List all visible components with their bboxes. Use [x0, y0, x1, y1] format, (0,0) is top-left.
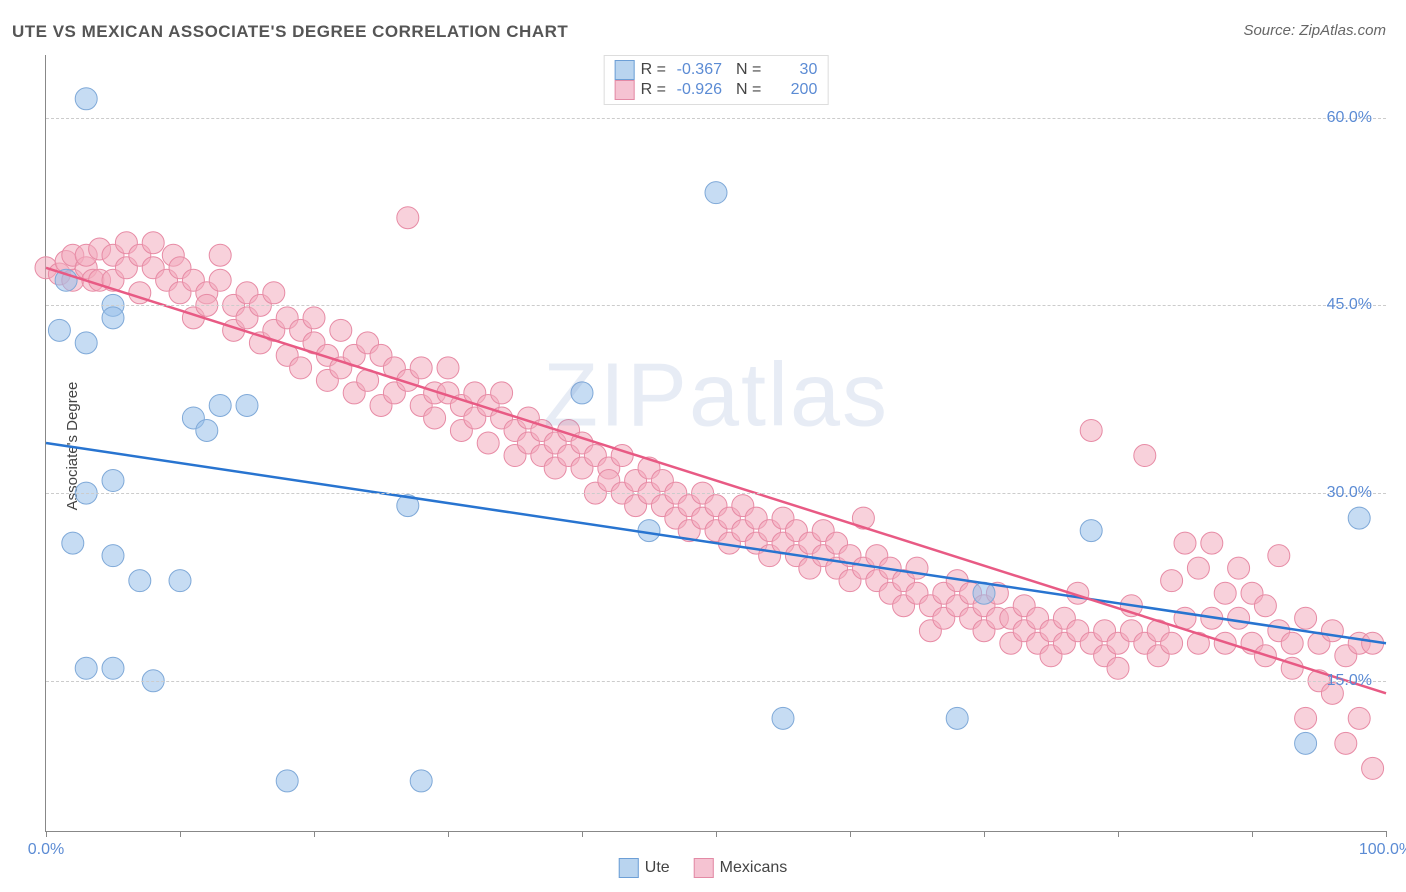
source-label: Source: ZipAtlas.com	[1243, 22, 1386, 39]
data-point	[772, 707, 794, 729]
data-point	[638, 520, 660, 542]
gridline	[46, 681, 1386, 682]
data-point	[1214, 582, 1236, 604]
data-point	[1187, 557, 1209, 579]
data-point	[1348, 507, 1370, 529]
data-point	[209, 394, 231, 416]
x-tick-label: 0.0%	[28, 841, 64, 859]
legend-row-ute: R = -0.367 N = 30	[615, 60, 818, 80]
x-tick-label: 100.0%	[1359, 841, 1406, 859]
data-point	[75, 88, 97, 110]
data-point	[1295, 732, 1317, 754]
legend-swatch-ute	[615, 60, 635, 80]
data-point	[290, 357, 312, 379]
x-tick	[180, 831, 181, 837]
y-tick-label: 15.0%	[1327, 672, 1372, 690]
x-tick	[582, 831, 583, 837]
data-point	[906, 557, 928, 579]
data-point	[236, 394, 258, 416]
data-point	[1228, 557, 1250, 579]
x-tick	[448, 831, 449, 837]
legend-row-mexicans: R = -0.926 N = 200	[615, 80, 818, 100]
data-point	[1080, 520, 1102, 542]
r-value-mexicans: -0.926	[672, 81, 722, 99]
data-point	[1161, 632, 1183, 654]
data-point	[102, 307, 124, 329]
series-legend: Ute Mexicans	[619, 858, 787, 878]
data-point	[1321, 620, 1343, 642]
legend-swatch-icon	[619, 858, 639, 878]
data-point	[303, 307, 325, 329]
x-tick	[984, 831, 985, 837]
legend-item-mexicans: Mexicans	[694, 858, 788, 878]
gridline	[46, 493, 1386, 494]
x-tick	[314, 831, 315, 837]
y-tick-label: 45.0%	[1327, 296, 1372, 314]
data-point	[1295, 707, 1317, 729]
data-point	[410, 770, 432, 792]
x-tick	[716, 831, 717, 837]
data-point	[169, 570, 191, 592]
legend-item-ute: Ute	[619, 858, 670, 878]
chart-area: R = -0.367 N = 30 R = -0.926 N = 200 ZIP…	[45, 55, 1386, 832]
x-tick	[850, 831, 851, 837]
data-point	[1201, 532, 1223, 554]
data-point	[410, 357, 432, 379]
x-tick	[1386, 831, 1387, 837]
data-point	[102, 545, 124, 567]
data-point	[1080, 419, 1102, 441]
gridline	[46, 305, 1386, 306]
data-point	[62, 532, 84, 554]
data-point	[491, 382, 513, 404]
x-tick	[1118, 831, 1119, 837]
data-point	[75, 332, 97, 354]
r-value-ute: -0.367	[672, 61, 722, 79]
data-point	[1348, 707, 1370, 729]
data-point	[209, 244, 231, 266]
data-point	[102, 657, 124, 679]
data-point	[209, 269, 231, 291]
data-point	[424, 407, 446, 429]
scatter-plot	[46, 55, 1386, 831]
data-point	[48, 319, 70, 341]
correlation-legend: R = -0.367 N = 30 R = -0.926 N = 200	[604, 55, 829, 105]
data-point	[1134, 445, 1156, 467]
data-point	[1174, 532, 1196, 554]
data-point	[1335, 732, 1357, 754]
data-point	[276, 770, 298, 792]
data-point	[1228, 607, 1250, 629]
data-point	[263, 282, 285, 304]
y-tick-label: 30.0%	[1327, 484, 1372, 502]
data-point	[196, 419, 218, 441]
data-point	[1362, 757, 1384, 779]
data-point	[1281, 632, 1303, 654]
data-point	[946, 707, 968, 729]
data-point	[1295, 607, 1317, 629]
legend-swatch-mexicans	[615, 80, 635, 100]
data-point	[437, 357, 459, 379]
data-point	[330, 319, 352, 341]
data-point	[477, 432, 499, 454]
y-tick-label: 60.0%	[1327, 109, 1372, 127]
n-value-ute: 30	[767, 61, 817, 79]
n-value-mexicans: 200	[767, 81, 817, 99]
data-point	[1268, 545, 1290, 567]
data-point	[1254, 595, 1276, 617]
chart-title: UTE VS MEXICAN ASSOCIATE'S DEGREE CORREL…	[12, 22, 568, 42]
data-point	[705, 182, 727, 204]
data-point	[129, 570, 151, 592]
data-point	[397, 207, 419, 229]
data-point	[571, 382, 593, 404]
trend-line	[46, 268, 1386, 694]
x-tick	[46, 831, 47, 837]
data-point	[102, 470, 124, 492]
gridline	[46, 118, 1386, 119]
legend-swatch-icon	[694, 858, 714, 878]
x-tick	[1252, 831, 1253, 837]
data-point	[1107, 657, 1129, 679]
data-point	[75, 657, 97, 679]
data-point	[1161, 570, 1183, 592]
data-point	[142, 232, 164, 254]
